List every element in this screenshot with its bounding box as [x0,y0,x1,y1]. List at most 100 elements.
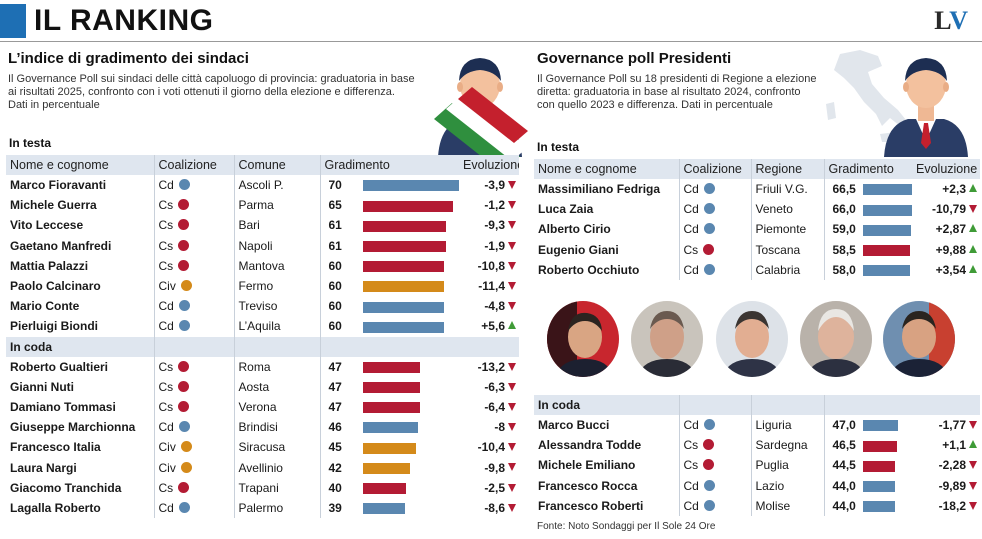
row-place: Brindisi [233,417,320,438]
rating-bar [862,184,912,196]
rating-bar [862,460,896,472]
arrow-down-icon [969,461,977,470]
evolution-value: -1,2 [484,198,505,213]
rating-value: 60 [328,319,342,334]
evolution-value: -8 [494,420,505,435]
table-row: Michele Emiliano Cs Puglia 44,5 -2,28 [534,455,980,476]
row-name: Eugenio Giani [538,242,619,257]
coalition-label: Cs [158,198,174,213]
table-row: Roberto Gualtieri Cs Roma 47 -13,2 [6,356,519,377]
coalition-dot [178,421,190,433]
col-header-coalition: Coalizione [678,159,751,179]
row-rating: 44,0 [823,495,912,516]
row-rating: 70 [319,175,459,196]
rating-value: 47 [328,399,342,414]
row-coalition: Cs [153,376,234,397]
evolution-value: +3,54 [935,262,966,277]
coalition-label: Cd [683,478,699,493]
rating-value: 61 [328,218,342,233]
col-header-name: Nome e cognome [534,159,679,179]
table-row: Paolo Calcinaro Civ Fermo 60 -11,4 [6,275,519,297]
row-place: Siracusa [233,437,320,458]
coalition-label: Cs [158,258,174,273]
coalition-dot [703,203,715,215]
portrait-zaia [631,301,703,377]
coalition-label: Cd [158,178,174,193]
row-place: Friuli V.G. [750,179,824,200]
coalition-dot [703,263,715,275]
row-evolution: -2,28 [912,455,980,475]
coalition-label: Cs [683,438,699,453]
table-row: Marco Bucci Cd Liguria 47,0 -1,77 [534,415,980,436]
row-rating: 66,5 [823,179,912,200]
rating-bar [362,200,454,212]
coalition-dot [180,461,192,473]
rating-value: 44,0 [832,498,856,513]
row-evolution: -6,3 [459,377,519,397]
coalition-label: Cd [683,182,699,197]
page-title: IL RANKING [34,4,214,37]
evolution-value: -1,9 [484,238,505,253]
row-name: Laura Nargi [10,460,77,475]
row-coalition: Cd [678,219,751,240]
rating-bar [362,402,420,414]
rating-bar [362,321,444,333]
section-empty-cell [750,395,824,415]
row-coalition: Civ [153,275,234,297]
rating-value: 47,0 [832,418,856,433]
right-section-top-label: In testa [537,140,580,154]
evolution-value: +1,1 [942,438,966,453]
table-row: Eugenio Giani Cs Toscana 58,5 +9,88 [534,239,980,260]
row-place: Toscana [750,239,824,260]
row-rating: 46 [319,417,459,438]
col-header-name: Nome e cognome [6,155,154,175]
row-rating: 44,5 [823,455,912,476]
row-place: Mantova [233,255,320,276]
evolution-value: -2,28 [938,458,966,473]
coalition-label: Civ [158,279,176,294]
col-header-rating: Gradimento [823,159,912,179]
row-rating: 59,0 [823,219,912,240]
row-coalition: Cs [153,235,234,256]
row-rating: 60 [319,296,459,317]
table-row: Pierluigi Biondi Cd L’Aquila 60 +5,6 [6,316,519,337]
coalition-dot [178,179,190,191]
row-evolution: +2,3 [912,179,980,199]
arrow-down-icon [508,463,516,472]
row-rating: 45 [319,437,459,458]
row-name: Giacomo Tranchida [10,480,122,495]
table-row: Gianni Nuti Cs Aosta 47 -6,3 [6,376,519,397]
arrow-down-icon [508,241,516,250]
coalition-label: Civ [158,440,176,455]
row-evolution: -1,9 [459,236,519,256]
right-desc-line: diretta: graduatoria in base al risultat… [537,86,801,98]
mayor-illustration [434,58,528,157]
coalition-label: Civ [158,460,176,475]
row-name: Francesco Italia [10,440,101,455]
source-note: Fonte: Noto Sondaggi per Il Sole 24 Ore [537,521,716,532]
coalition-dot [703,419,715,431]
coalition-dot [178,320,190,332]
coalition-dot [178,481,190,493]
col-header-evolution: Evoluzione [459,155,519,175]
rating-value: 40 [328,480,342,495]
evolution-value: -9,89 [938,478,966,493]
table-row: Damiano Tommasi Cs Verona 47 -6,4 [6,396,519,418]
rating-bar [862,204,912,216]
row-evolution: -2,5 [459,478,519,498]
left-desc-line: Il Governance Poll sui sindaci delle cit… [8,73,415,85]
row-name: Mattia Palazzi [10,258,89,273]
right-panel-intro: Governance poll Presidenti Il Governance… [537,50,847,112]
rating-bar [362,240,446,252]
newspaper-logo: LV [934,6,968,36]
evolution-value: +2,87 [935,222,966,237]
arrow-down-icon [508,402,516,411]
row-place: Puglia [750,455,824,476]
rating-value: 61 [328,238,342,253]
table-row: Lagalla Roberto Cd Palermo 39 -8,6 [6,497,519,518]
row-rating: 46,5 [823,435,912,456]
row-coalition: Civ [153,457,234,478]
section-empty-cell [233,336,320,357]
rating-value: 42 [328,460,342,475]
coalition-label: Cd [158,500,174,515]
